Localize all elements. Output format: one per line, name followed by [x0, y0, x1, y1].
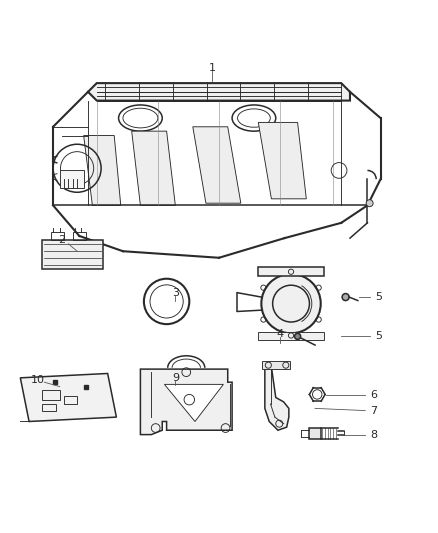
- Text: 7: 7: [371, 406, 378, 416]
- Text: 5: 5: [375, 332, 382, 341]
- Circle shape: [366, 200, 373, 207]
- Text: 9: 9: [172, 373, 179, 383]
- Circle shape: [294, 333, 300, 340]
- Text: 2: 2: [58, 235, 65, 245]
- Bar: [42, 240, 103, 269]
- Circle shape: [261, 274, 321, 333]
- Bar: [258, 332, 324, 340]
- Text: 4: 4: [276, 329, 284, 339]
- Text: 8: 8: [371, 430, 378, 440]
- Bar: [308, 428, 321, 439]
- Polygon shape: [164, 384, 223, 422]
- Bar: [60, 171, 84, 188]
- Text: 3: 3: [172, 288, 179, 298]
- Polygon shape: [141, 369, 232, 434]
- Text: 10: 10: [31, 375, 45, 385]
- Polygon shape: [265, 367, 289, 430]
- Polygon shape: [88, 83, 350, 101]
- Polygon shape: [20, 374, 117, 422]
- Bar: [73, 232, 86, 240]
- Bar: [64, 396, 77, 404]
- Text: 5: 5: [375, 292, 382, 302]
- Polygon shape: [258, 123, 306, 199]
- Text: 6: 6: [371, 390, 378, 400]
- Bar: [42, 404, 56, 410]
- Bar: [42, 390, 60, 400]
- Circle shape: [342, 294, 349, 301]
- Polygon shape: [193, 127, 241, 203]
- Polygon shape: [84, 135, 121, 205]
- Polygon shape: [132, 131, 175, 205]
- Bar: [262, 361, 290, 369]
- Text: 1: 1: [209, 63, 216, 73]
- Bar: [258, 266, 324, 276]
- Bar: [51, 232, 64, 240]
